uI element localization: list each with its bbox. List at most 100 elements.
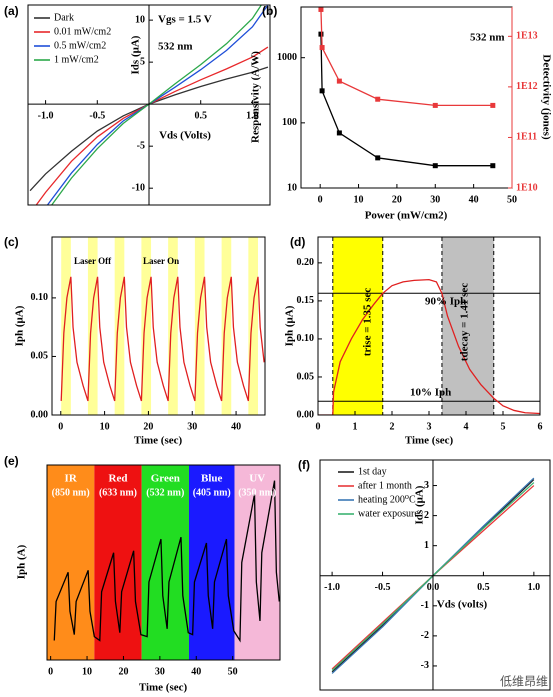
x-tick-label: -1.0 (38, 110, 54, 121)
y-axis-label: Ids (μA) (130, 35, 142, 74)
x-tick-label: 10 (82, 666, 92, 677)
y-tick-label: 10 (287, 182, 297, 193)
y-tick-label: -3 (421, 660, 429, 671)
annotation: tdecay = 1.41 sec (459, 283, 471, 361)
x-tick-label: 0 (316, 421, 321, 432)
marker (432, 163, 438, 169)
y2-tick-label: 1E12 (516, 81, 538, 92)
y-tick-label: 10 (135, 14, 145, 25)
y-tick-label: -2 (421, 630, 429, 641)
x-tick-label: 30 (155, 666, 165, 677)
y-tick-label: 0.00 (297, 409, 315, 420)
x-tick-label: 40 (191, 666, 201, 677)
x-axis-label: Vds (Volts) (159, 130, 211, 142)
region-label: IR (65, 473, 78, 485)
x-axis-label: Vds (volts) (437, 599, 488, 611)
x-tick-label: -0.5 (89, 110, 105, 121)
y-axis-label: Iph (A) (16, 544, 28, 579)
region-wavelength: (350 nm) (238, 487, 276, 498)
y-tick-label: 1 (424, 540, 429, 551)
x-tick-label: 3 (427, 421, 432, 432)
annotation: Vgs = 1.5 V (158, 14, 212, 26)
y-tick-label: 2 (424, 510, 429, 521)
region-label: UV (249, 473, 265, 485)
annotation: Laser On (143, 256, 179, 266)
marker (490, 163, 496, 169)
x-tick-label: 1.0 (528, 582, 541, 593)
marker (318, 7, 324, 12)
y-tick-label: 0.15 (297, 295, 315, 306)
panel-label: (b) (262, 4, 277, 18)
y-axis-label: Iph (μA) (14, 305, 26, 346)
marker (318, 31, 324, 37)
annotation: 532 nm (158, 41, 193, 53)
annotation: Laser Off (74, 256, 112, 266)
x-axis-label: Time (sec) (134, 435, 183, 447)
series-line (53, 480, 280, 643)
legend-label: water exposure (358, 508, 419, 519)
marker (375, 155, 381, 161)
x-tick-label: 40 (469, 194, 479, 205)
shaded-region (332, 237, 383, 415)
series-line (320, 34, 493, 167)
shaded-region (221, 237, 232, 415)
x-tick-label: 20 (118, 666, 128, 677)
region-wavelength: (532 nm) (146, 487, 184, 498)
y-tick-label: 0.00 (31, 409, 49, 420)
y2-tick-label: 1E10 (516, 182, 538, 193)
plot-area (318, 237, 540, 415)
y-tick-label: 5 (140, 56, 145, 67)
marker (432, 102, 438, 108)
watermark: 低维昂维 (500, 675, 548, 689)
x-tick-label: 0.5 (194, 110, 207, 121)
x-tick-label: 0 (58, 421, 63, 432)
y-tick-label: 0.05 (31, 351, 49, 362)
marker (490, 102, 496, 108)
y-tick-label: -1 (421, 600, 429, 611)
x-tick-label: 5 (501, 421, 506, 432)
series-line (60, 276, 265, 402)
y-tick-label: 1000 (277, 52, 297, 63)
legend-label: after 1 month (358, 480, 412, 491)
panel-label: (c) (4, 235, 19, 249)
frame (46, 464, 281, 661)
x-tick-label: 10 (354, 194, 364, 205)
x-tick-label: 4 (464, 421, 469, 432)
annotation: 90% Iph (425, 296, 466, 308)
y-tick-label: 100 (282, 117, 297, 128)
shaded-region (87, 237, 98, 415)
x-tick-label: -1.0 (324, 582, 340, 593)
panel-label: (f) (298, 458, 310, 472)
shaded-region (248, 237, 258, 415)
x-tick-label: 0.5 (477, 582, 490, 593)
plot-area (47, 465, 280, 660)
y-tick-label: 0.20 (297, 257, 315, 268)
annotation: trise = 1.35 sec (362, 288, 374, 357)
x-axis-label: Time (sec) (139, 682, 188, 694)
x-tick-label: 50 (507, 194, 517, 205)
x-axis-label: Time (sec) (405, 435, 454, 447)
shaded-region (194, 237, 205, 415)
marker (319, 45, 325, 51)
panel-label: (a) (4, 4, 19, 18)
panel-label: (d) (290, 235, 305, 249)
region-wavelength: (405 nm) (193, 487, 231, 498)
marker (336, 130, 342, 136)
marker (336, 78, 342, 84)
legend-label: heating 200⁰C (358, 494, 416, 505)
x-tick-label: 0 (318, 194, 323, 205)
shaded-region (141, 237, 152, 415)
plot-area (318, 7, 496, 169)
legend-label: 1 mW/cm2 (54, 54, 99, 65)
region-wavelength: (633 nm) (99, 487, 137, 498)
series-line (318, 278, 540, 415)
annotation: 10% Iph (410, 387, 451, 399)
x-tick-label: 50 (228, 666, 238, 677)
shaded-region (168, 237, 178, 415)
series-line (320, 9, 493, 107)
shaded-region (141, 465, 189, 660)
marker (319, 88, 325, 94)
x-tick-label: 20 (143, 421, 153, 432)
panel-label: (e) (4, 454, 19, 468)
x-tick-label: 2 (390, 421, 395, 432)
